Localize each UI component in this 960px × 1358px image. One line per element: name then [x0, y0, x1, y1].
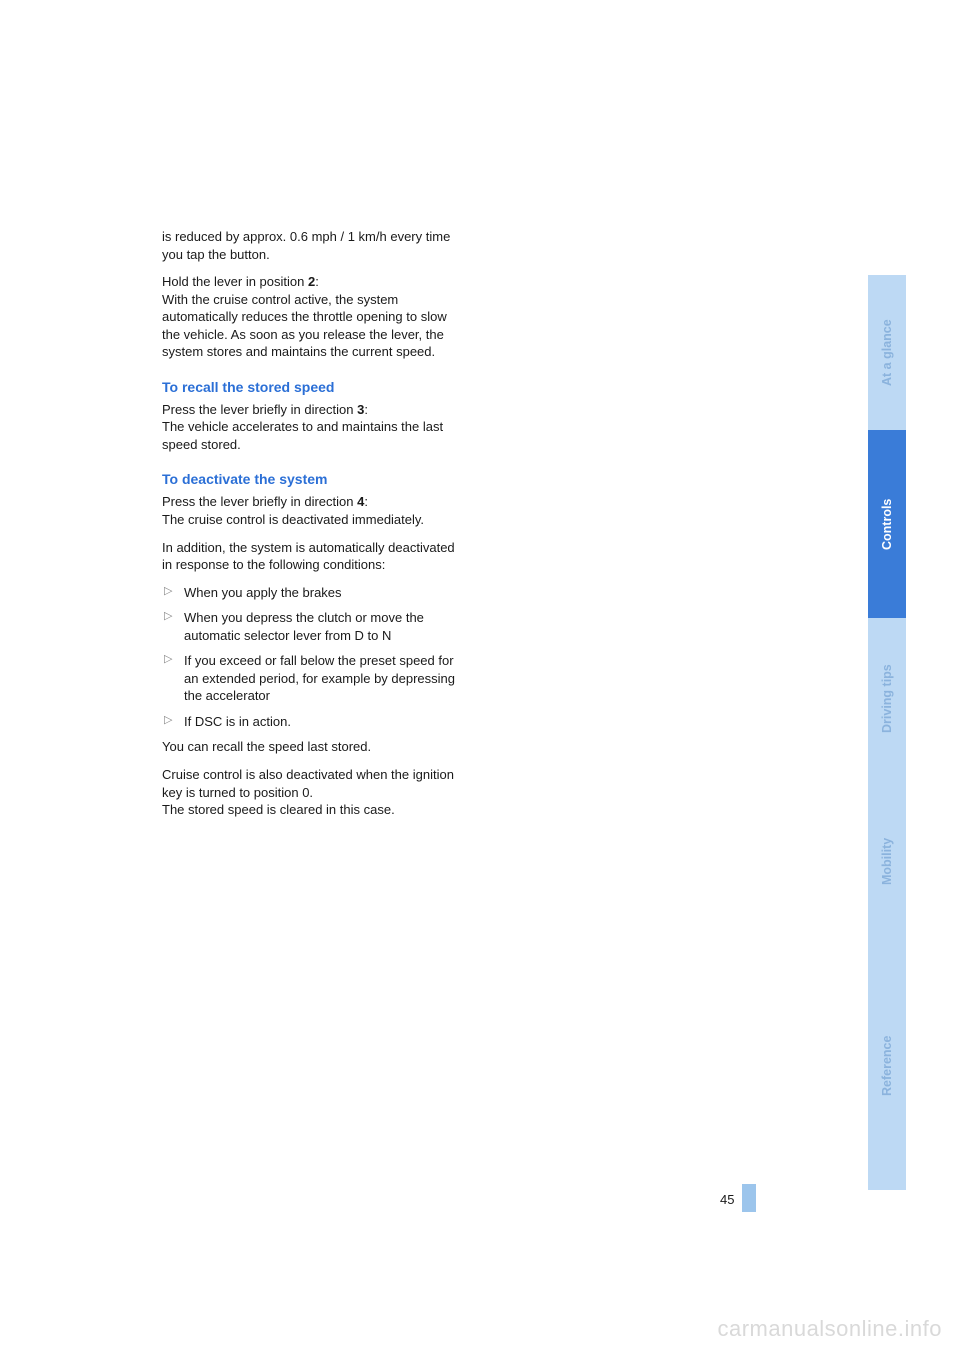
text-span: The vehicle accelerates to and maintains…	[162, 419, 443, 452]
paragraph-hold-lever: Hold the lever in position 2: With the c…	[162, 273, 462, 361]
paragraph-deactivate: Press the lever briefly in direction 4: …	[162, 493, 462, 528]
tab-mobility[interactable]: Mobility	[868, 780, 906, 942]
paragraph-auto-deactivate: In addition, the system is automatically…	[162, 539, 462, 574]
page-marker	[742, 1184, 756, 1212]
text-span: Cruise control is also deactivated when …	[162, 767, 454, 800]
text-span: The stored speed is cleared in this case…	[162, 802, 395, 817]
text-span: :	[364, 494, 368, 509]
heading-deactivate: To deactivate the system	[162, 471, 462, 487]
paragraph-recall: Press the lever briefly in direction 3: …	[162, 401, 462, 454]
watermark: carmanualsonline.info	[717, 1316, 942, 1342]
tab-controls[interactable]: Controls	[868, 430, 906, 618]
tab-driving-tips[interactable]: Driving tips	[868, 618, 906, 780]
heading-recall-speed: To recall the stored speed	[162, 379, 462, 395]
main-content: is reduced by approx. 0.6 mph / 1 km/h e…	[162, 228, 462, 829]
text-span: The cruise control is deactivated immedi…	[162, 512, 424, 527]
page-number: 45	[720, 1192, 734, 1207]
conditions-list: When you apply the brakes When you depre…	[162, 584, 462, 731]
paragraph-intro: is reduced by approx. 0.6 mph / 1 km/h e…	[162, 228, 462, 263]
list-item: If you exceed or fall below the preset s…	[162, 652, 462, 705]
tab-reference[interactable]: Reference	[868, 942, 906, 1190]
tab-at-a-glance[interactable]: At a glance	[868, 275, 906, 430]
text-span: With the cruise control active, the syst…	[162, 292, 447, 360]
paragraph-recall-last: You can recall the speed last stored.	[162, 738, 462, 756]
text-span: Press the lever briefly in direction	[162, 494, 357, 509]
text-span: Hold the lever in position	[162, 274, 308, 289]
navigation-tabs: At a glance Controls Driving tips Mobili…	[868, 275, 906, 1190]
list-item: If DSC is in action.	[162, 713, 462, 731]
text-span: :	[315, 274, 319, 289]
text-span: Press the lever briefly in direction	[162, 402, 357, 417]
list-item: When you depress the clutch or move the …	[162, 609, 462, 644]
paragraph-ignition: Cruise control is also deactivated when …	[162, 766, 462, 819]
text-span: :	[364, 402, 368, 417]
list-item: When you apply the brakes	[162, 584, 462, 602]
